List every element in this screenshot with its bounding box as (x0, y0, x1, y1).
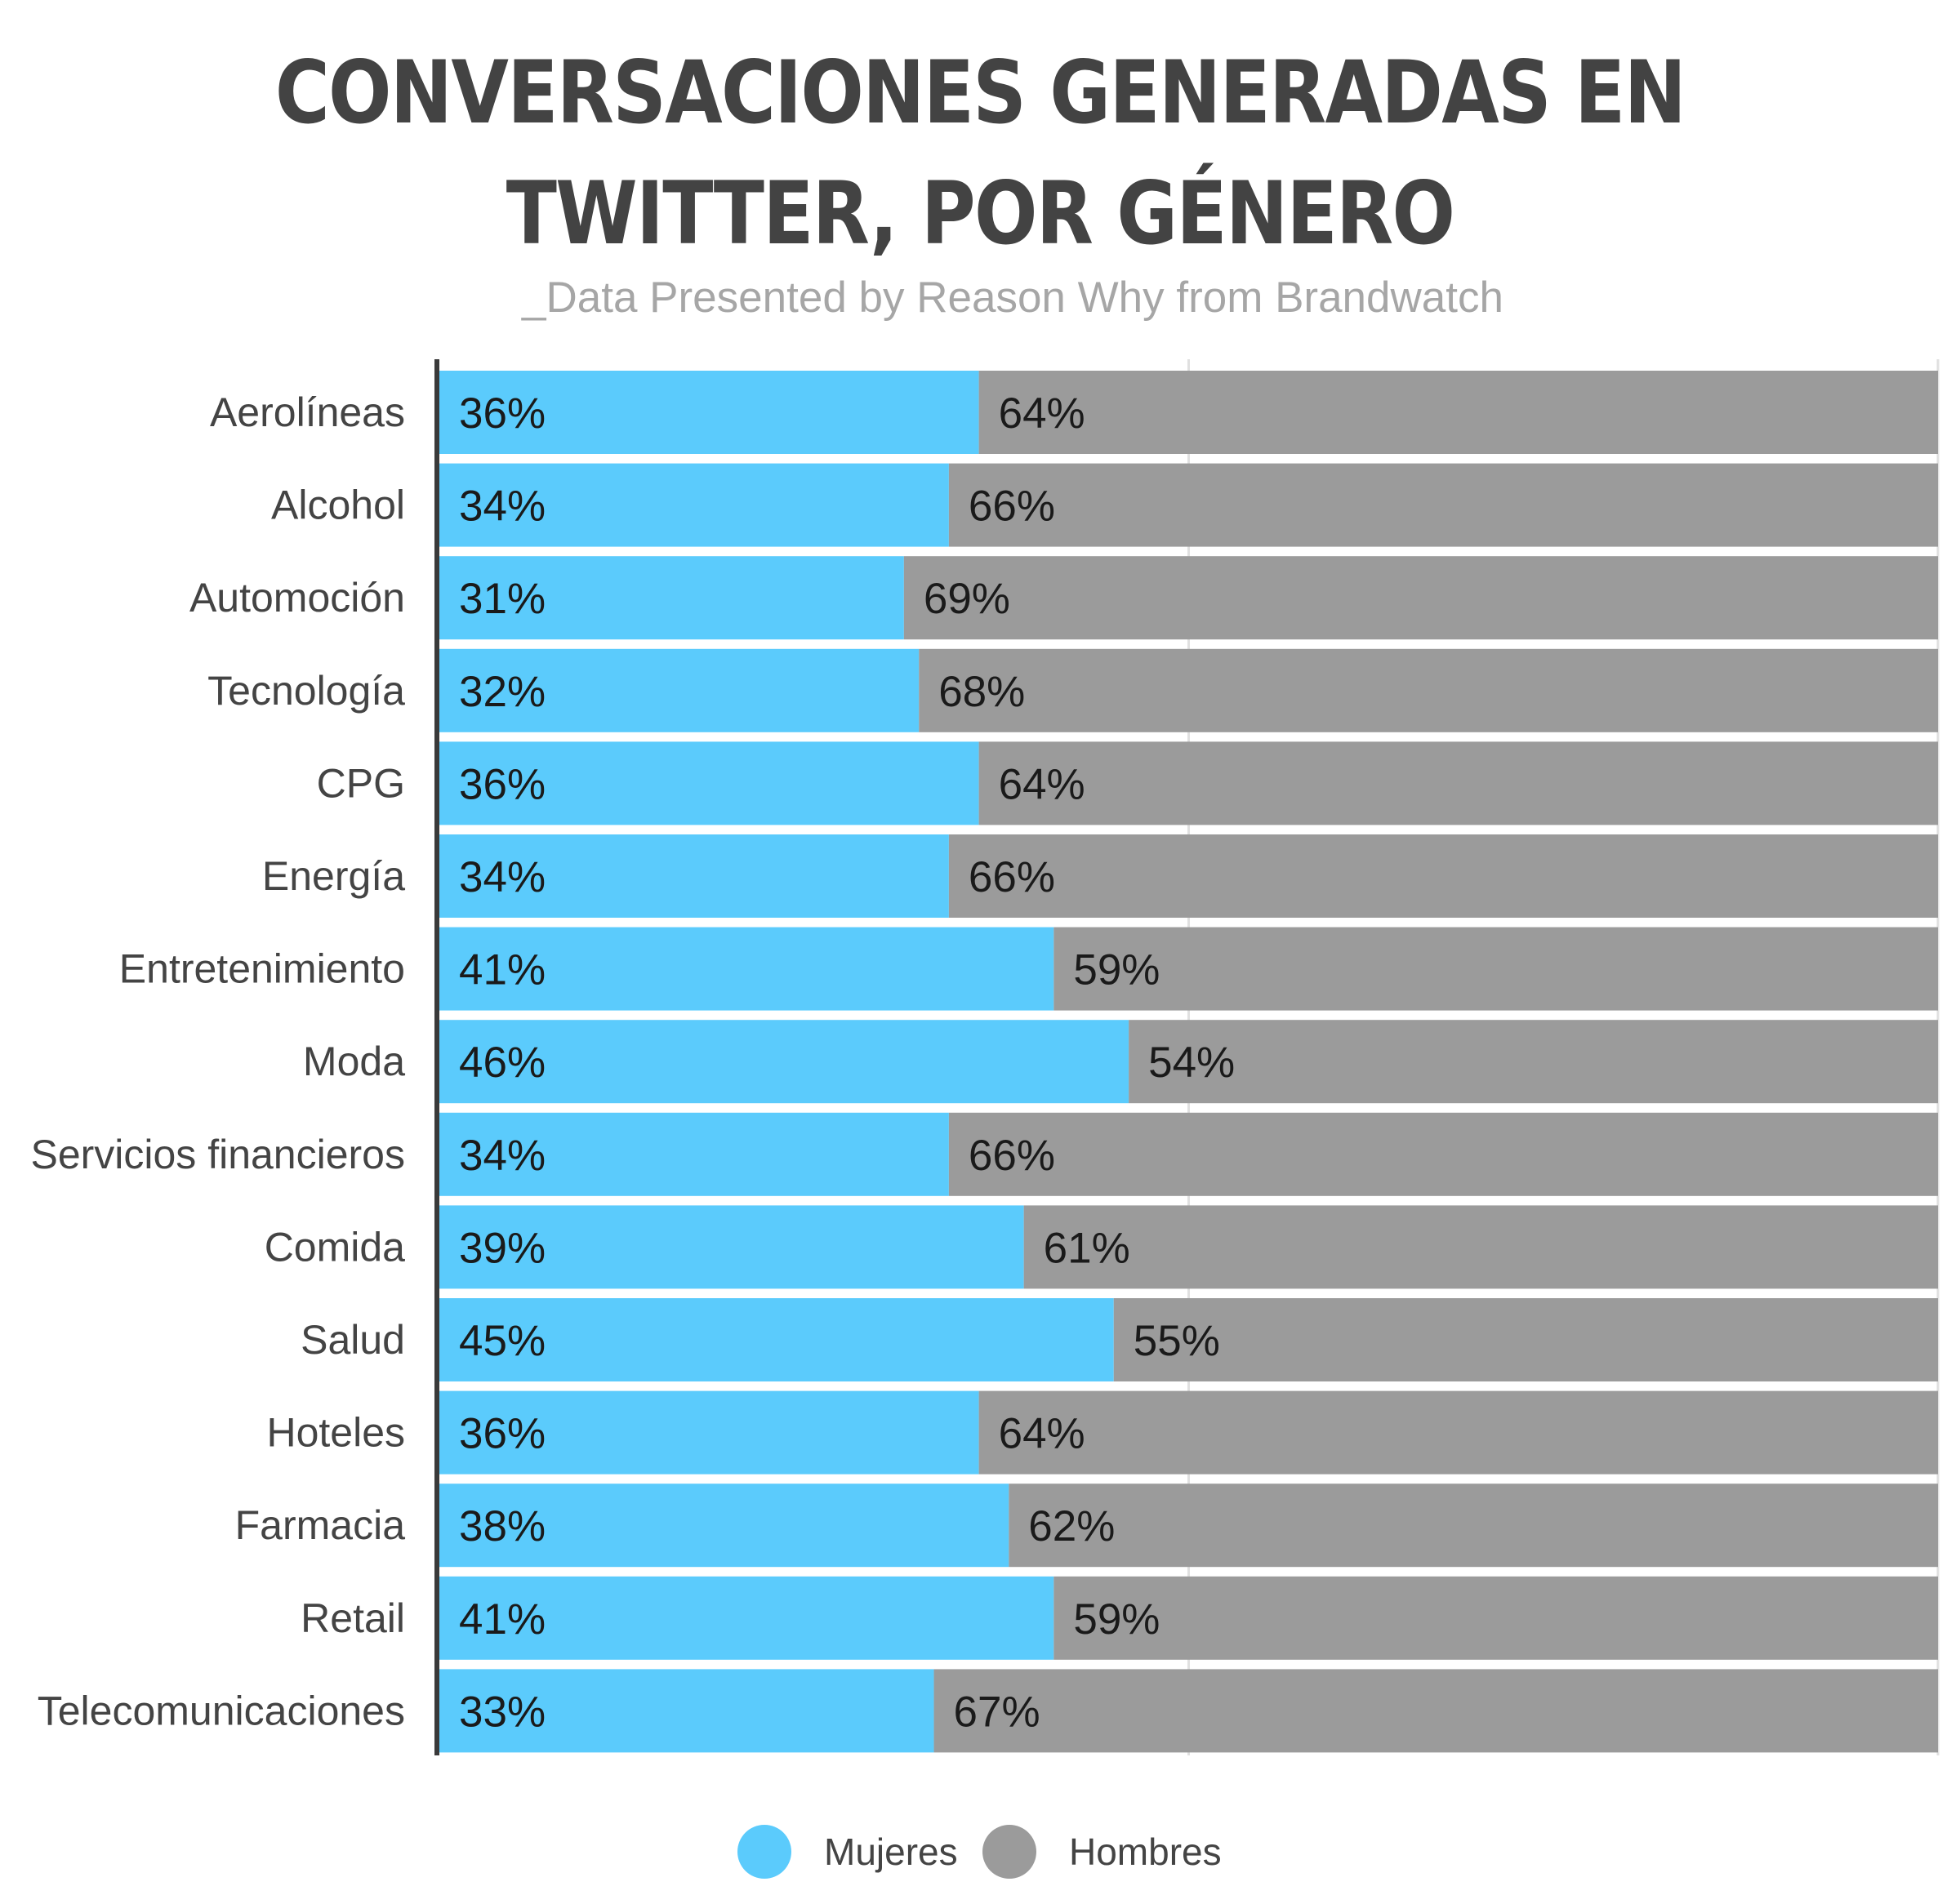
data-label-mujeres-12: 38% (459, 1502, 546, 1550)
category-label-13: Retail (301, 1595, 405, 1641)
data-label-hombres-10: 55% (1134, 1317, 1220, 1365)
data-label-hombres-7: 54% (1148, 1039, 1235, 1087)
data-label-mujeres-14: 33% (459, 1688, 546, 1736)
bar-hombres-14 (933, 1669, 1938, 1753)
category-label-10: Salud (301, 1317, 405, 1363)
bar-hombres-2 (903, 556, 1938, 640)
data-label-mujeres-8: 34% (459, 1132, 546, 1180)
data-label-mujeres-11: 36% (459, 1410, 546, 1458)
legend-label-mujeres: Mujeres (824, 1831, 958, 1873)
bar-hombres-12 (1009, 1484, 1938, 1568)
bar-mujeres-8 (439, 1112, 949, 1196)
data-label-mujeres-13: 41% (459, 1595, 546, 1644)
bar-hombres-5 (948, 834, 1938, 918)
data-label-hombres-3: 68% (938, 668, 1025, 716)
category-label-4: CPG (317, 760, 405, 806)
data-label-hombres-1: 66% (969, 483, 1055, 531)
legend-swatch-hombres (982, 1825, 1036, 1879)
data-label-hombres-9: 61% (1044, 1224, 1130, 1272)
bar-mujeres-3 (439, 648, 920, 732)
category-label-1: Alcohol (271, 483, 405, 528)
bar-hombres-0 (978, 371, 1938, 454)
bar-mujeres-10 (439, 1298, 1114, 1381)
bar-hombres-9 (1023, 1205, 1938, 1289)
legend-item-mujeres: Mujeres (737, 1825, 958, 1879)
bar-mujeres-2 (439, 556, 904, 640)
data-label-hombres-6: 59% (1073, 946, 1160, 994)
chart-subtitle: _Data Presented by Reason Why from Brand… (522, 274, 1503, 322)
data-label-hombres-12: 62% (1028, 1502, 1115, 1550)
data-label-hombres-2: 69% (924, 575, 1010, 623)
bar-mujeres-13 (439, 1576, 1054, 1660)
bar-mujeres-0 (439, 371, 979, 454)
data-label-hombres-13: 59% (1073, 1595, 1160, 1644)
data-label-mujeres-7: 46% (459, 1039, 546, 1087)
data-label-mujeres-10: 45% (459, 1317, 546, 1365)
bar-mujeres-6 (439, 927, 1054, 1011)
category-label-12: Farmacia (235, 1502, 406, 1548)
data-label-mujeres-5: 34% (459, 853, 546, 901)
bar-mujeres-4 (439, 741, 979, 825)
legend: Mujeres Hombres (0, 1825, 1960, 1898)
data-label-hombres-5: 66% (969, 853, 1055, 901)
bar-hombres-13 (1054, 1576, 1938, 1660)
data-label-hombres-0: 64% (999, 389, 1085, 438)
bar-hombres-10 (1113, 1298, 1938, 1381)
bar-hombres-3 (919, 648, 1938, 732)
category-label-5: Energía (262, 853, 405, 899)
bar-mujeres-1 (439, 463, 949, 547)
category-label-2: Automoción (189, 575, 405, 621)
category-label-11: Hoteles (266, 1410, 405, 1456)
legend-swatch-mujeres (737, 1825, 791, 1879)
category-label-0: Aerolíneas (210, 389, 405, 435)
data-label-mujeres-9: 39% (459, 1224, 546, 1272)
chart-title: CONVERSACIONES GENERADAS EN TWITTER, POR… (274, 42, 1686, 264)
data-label-hombres-8: 66% (969, 1132, 1055, 1180)
data-label-mujeres-4: 36% (459, 760, 546, 808)
data-label-mujeres-6: 41% (459, 946, 546, 994)
data-label-hombres-14: 67% (954, 1688, 1040, 1736)
bar-mujeres-14 (439, 1669, 934, 1753)
bar-mujeres-11 (439, 1390, 979, 1475)
bar-mujeres-9 (439, 1205, 1024, 1289)
bar-mujeres-5 (439, 834, 949, 918)
bar-hombres-4 (978, 741, 1938, 825)
category-label-8: Servicios financieros (30, 1132, 405, 1177)
data-label-hombres-4: 64% (999, 760, 1085, 808)
category-label-3: Tecnología (207, 668, 405, 714)
legend-label-hombres: Hombres (1069, 1831, 1222, 1873)
data-label-mujeres-2: 31% (459, 575, 546, 623)
legend-item-hombres: Hombres (982, 1825, 1222, 1879)
bar-hombres-1 (948, 463, 1938, 547)
category-label-7: Moda (303, 1039, 405, 1084)
data-label-mujeres-1: 34% (459, 483, 546, 531)
bar-mujeres-12 (439, 1484, 1009, 1568)
bar-hombres-6 (1054, 927, 1938, 1011)
stacked-bar-chart: 36% 64% Aerolíneas 34% 66% Alcohol 31% 69% Autom… (30, 359, 1940, 1755)
bar-hombres-7 (1129, 1020, 1938, 1104)
data-label-mujeres-0: 36% (459, 389, 546, 438)
category-label-6: Entretenimiento (119, 946, 405, 992)
category-label-9: Comida (265, 1224, 405, 1270)
bar-hombres-11 (978, 1390, 1938, 1475)
data-label-hombres-11: 64% (999, 1410, 1085, 1458)
data-label-mujeres-3: 32% (459, 668, 546, 716)
bar-mujeres-7 (439, 1020, 1129, 1104)
bar-hombres-8 (948, 1112, 1938, 1196)
category-label-14: Telecomunicaciones (38, 1688, 405, 1733)
